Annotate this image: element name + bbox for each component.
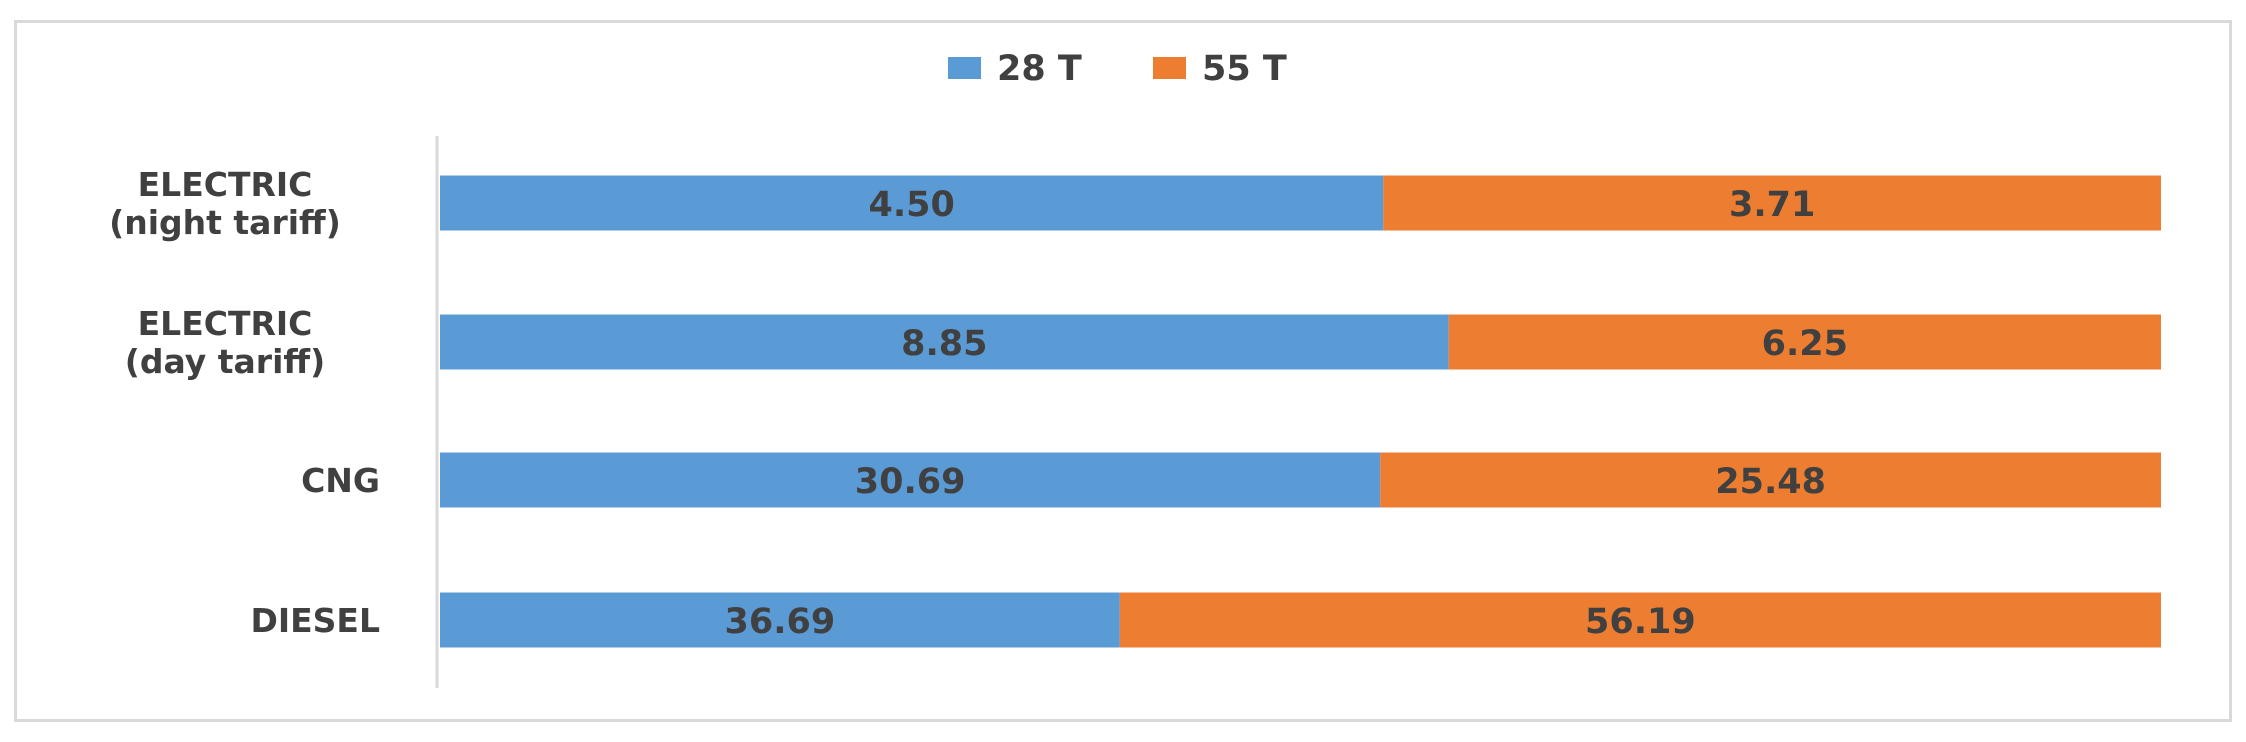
bar-28-t-electric-night-tariff (440, 175, 1384, 231)
data-label-55-t-diesel: 56.19 (1585, 602, 1696, 642)
bar-55-t-electric-night-tariff (1383, 175, 2161, 231)
category-label-diesel: DIESEL (250, 601, 380, 640)
bar-28-t-cng (440, 452, 1381, 508)
data-label-55-t-cng: 25.48 (1715, 462, 1826, 502)
legend-swatch-28-t (948, 57, 981, 79)
data-label-28-t-electric-day-tariff: 8.85 (901, 324, 987, 364)
category-label-line: ELECTRIC (138, 165, 313, 204)
category-label-electric-night-tariff: ELECTRIC (night tariff) (109, 165, 341, 242)
data-label-28-t-diesel: 36.69 (725, 602, 836, 642)
category-label-line: CNG (301, 461, 380, 500)
legend-swatch-55-t (1153, 57, 1186, 79)
bar-55-t-cng (1380, 452, 2161, 508)
bars (440, 175, 2161, 648)
data-label-28-t-cng: 30.69 (855, 462, 966, 502)
category-label-line: DIESEL (250, 601, 380, 640)
data-labels: 4.50 3.71 8.85 6.25 30.69 25.48 36.69 56.19 (725, 185, 1848, 642)
data-label-55-t-electric-night-tariff: 3.71 (1729, 185, 1815, 225)
category-label-line: (night tariff) (109, 203, 341, 242)
legend-label-28-t: 28 T (997, 49, 1082, 89)
legend: 28 T 55 T (948, 49, 1287, 89)
bar-55-t-electric-day-tariff (1448, 314, 2161, 370)
data-label-55-t-electric-day-tariff: 6.25 (1762, 324, 1848, 364)
bar-28-t-diesel (440, 592, 1120, 648)
category-label-line: ELECTRIC (138, 304, 313, 343)
bar-28-t-electric-day-tariff (440, 314, 1449, 370)
category-label-cng: CNG (301, 461, 380, 500)
legend-label-55-t: 55 T (1202, 49, 1287, 89)
category-label-electric-day-tariff: ELECTRIC (day tariff) (125, 304, 325, 381)
data-label-28-t-electric-night-tariff: 4.50 (868, 185, 954, 225)
category-label-line: (day tariff) (125, 342, 325, 381)
category-axis-labels: ELECTRIC (night tariff)ELECTRIC (day tarif… (109, 165, 380, 640)
bar-55-t-diesel (1119, 592, 2161, 648)
